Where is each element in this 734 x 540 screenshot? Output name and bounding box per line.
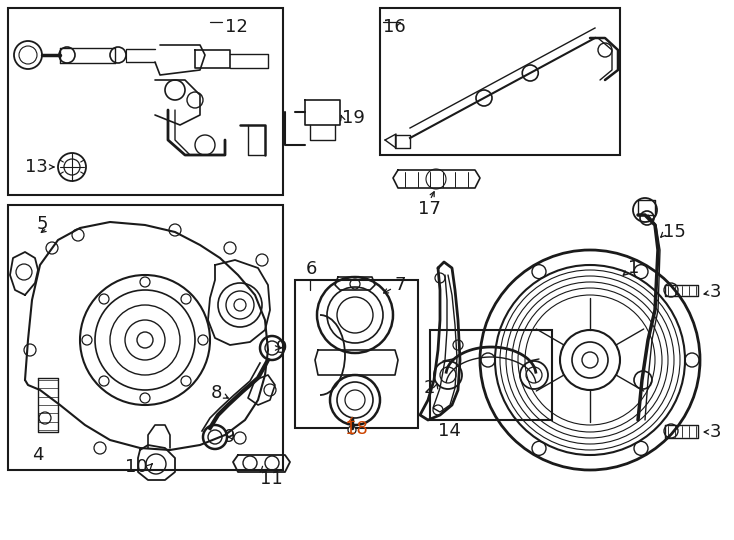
Text: 5: 5: [37, 215, 48, 233]
Text: 19: 19: [342, 109, 365, 127]
Text: 3: 3: [710, 283, 722, 301]
Text: 9: 9: [276, 339, 288, 357]
Text: 3: 3: [710, 423, 722, 441]
Text: 12: 12: [225, 18, 248, 36]
Text: 13: 13: [25, 158, 48, 176]
Text: 14: 14: [438, 422, 461, 440]
Circle shape: [348, 426, 356, 434]
Text: 4: 4: [32, 446, 43, 464]
Text: 18: 18: [345, 420, 368, 438]
Text: 16: 16: [383, 18, 406, 36]
Text: 11: 11: [260, 470, 283, 488]
Text: 6: 6: [306, 260, 317, 278]
Text: 9: 9: [224, 428, 236, 446]
Text: 8: 8: [211, 384, 222, 402]
Text: 10: 10: [126, 458, 148, 476]
Text: 15: 15: [663, 223, 686, 241]
Text: 17: 17: [418, 200, 441, 218]
Text: 1: 1: [628, 259, 639, 277]
Text: 2: 2: [424, 379, 435, 397]
Text: 7: 7: [395, 276, 407, 294]
